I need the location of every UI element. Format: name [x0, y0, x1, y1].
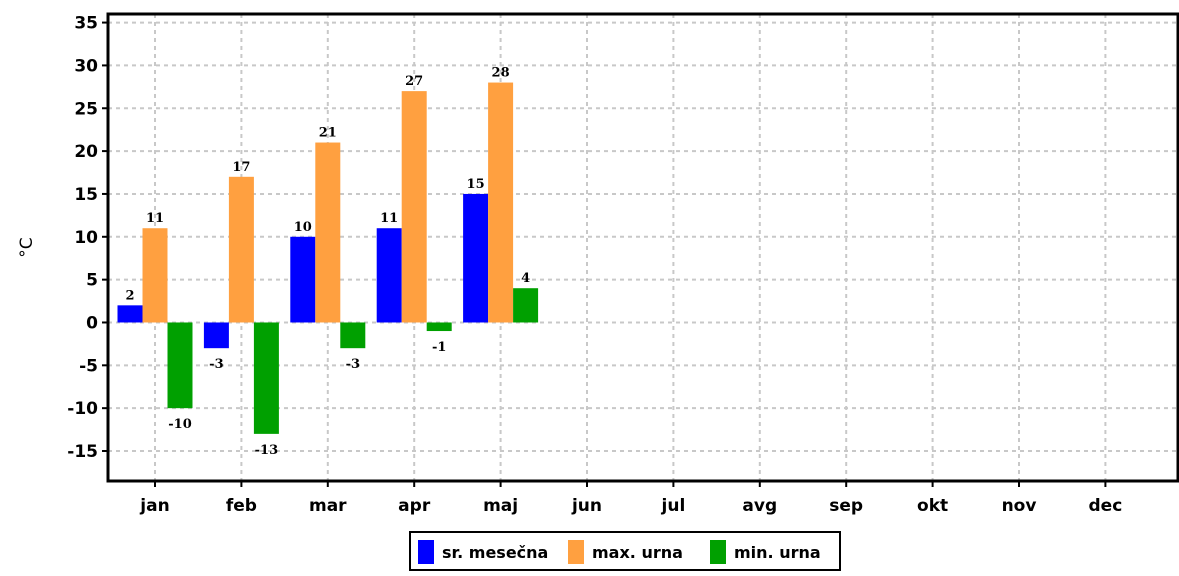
bar-0-feb: [203, 322, 229, 349]
x-tick-label: feb: [226, 496, 257, 516]
bar-0-jan: [117, 305, 143, 323]
bar-1-apr: [401, 91, 427, 323]
data-label: -3: [346, 357, 360, 372]
bars: [117, 82, 539, 434]
bar-1-jan: [142, 228, 168, 323]
y-tick-label: -15: [67, 442, 98, 462]
x-tick-label: maj: [483, 496, 518, 516]
data-label: 17: [232, 160, 250, 175]
legend-frame: [409, 531, 841, 571]
x-tick-label: jul: [661, 496, 686, 516]
data-label: 4: [521, 271, 530, 286]
grid-lines: [108, 14, 1178, 481]
data-label: 2: [125, 288, 134, 303]
data-label: 28: [492, 66, 510, 81]
y-tick-label: 20: [74, 142, 98, 162]
data-labels: 2 -3 10 11 15 11 17 21 27 28 -10 -13 -3 -1 4: [125, 66, 530, 458]
x-axis-ticks: jan feb mar apr maj jun jul avg sep okt nov dec: [139, 481, 1122, 516]
legend-label: min. urna: [734, 543, 821, 562]
x-tick-label: jan: [139, 496, 169, 516]
bar-1-feb: [228, 176, 254, 323]
y-tick-label: 35: [74, 14, 98, 34]
y-tick-label: -5: [79, 356, 98, 376]
legend-swatch: [568, 540, 584, 564]
y-tick-label: 10: [74, 228, 98, 248]
y-tick-label: 30: [74, 56, 98, 76]
bar-0-apr: [376, 228, 402, 323]
data-label: 15: [467, 177, 485, 192]
legend-swatch: [418, 540, 434, 564]
x-tick-label: mar: [309, 496, 347, 516]
y-tick-label: 0: [86, 313, 98, 333]
bar-1-mar: [315, 142, 341, 323]
data-label: -13: [255, 443, 279, 458]
data-label: -3: [209, 357, 223, 372]
x-tick-label: apr: [398, 496, 431, 516]
legend-label: sr. mesečna: [442, 543, 548, 562]
y-axis-label: °C: [17, 237, 37, 257]
data-label: 11: [380, 211, 398, 226]
data-label: -1: [432, 340, 446, 355]
bar-0-mar: [290, 236, 316, 323]
y-tick-label: 5: [86, 271, 98, 291]
bar-1-maj: [488, 82, 514, 323]
x-tick-label: dec: [1089, 496, 1123, 516]
x-tick-label: avg: [742, 496, 777, 516]
legend: sr. mesečna max. urna min. urna: [409, 531, 841, 571]
data-label: 21: [319, 126, 337, 141]
x-tick-label: jun: [571, 496, 602, 516]
bar-2-maj: [513, 288, 539, 323]
data-label: 10: [294, 220, 312, 235]
data-label: -10: [168, 417, 192, 432]
bar-2-jan: [167, 322, 193, 409]
x-tick-label: nov: [1002, 496, 1037, 516]
data-label: 27: [405, 74, 423, 89]
data-label: 11: [146, 211, 164, 226]
y-axis-ticks: -15 -10 -5 0 5 10 15 20 25 30 35: [67, 14, 108, 462]
bar-0-maj: [463, 193, 489, 323]
x-tick-label: okt: [917, 496, 948, 516]
bar-2-mar: [340, 322, 366, 349]
x-tick-label: sep: [829, 496, 863, 516]
y-tick-label: -10: [67, 399, 98, 419]
y-tick-label: 25: [74, 99, 98, 119]
bar-2-feb: [253, 322, 279, 434]
plot-area-frame: [106, 12, 1179, 483]
y-tick-label: 15: [74, 185, 98, 205]
legend-label: max. urna: [592, 543, 683, 562]
bar-2-apr: [426, 322, 452, 332]
legend-swatch: [710, 540, 726, 564]
